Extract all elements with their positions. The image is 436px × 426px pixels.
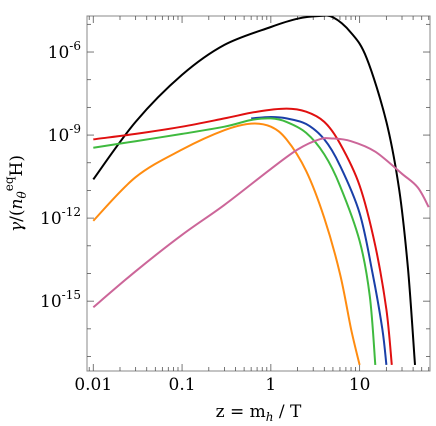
y-tick-exp: -9: [69, 122, 81, 136]
y-tick-base: 10: [48, 43, 70, 63]
y-title-open: /(: [7, 209, 27, 221]
y-axis-title: γ/(nθeqH): [2, 155, 29, 232]
y-tick-label: 10-12: [40, 205, 81, 229]
y-title-sup: eq: [2, 176, 16, 191]
y-tick-base: 10: [40, 292, 62, 312]
y-tick-exp: -15: [62, 288, 81, 302]
plot-frame: [86, 15, 431, 372]
series-line-6: [92, 137, 430, 309]
y-tick-label: 10-15: [40, 288, 81, 312]
series-line-5: [92, 122, 361, 366]
y-tick-base: 10: [40, 209, 62, 229]
y-tick-base: 10: [48, 126, 70, 146]
x-tick-label: 1: [265, 375, 276, 395]
plot-area: [92, 16, 430, 366]
series-line-4: [93, 117, 377, 365]
y-title-sub: θ: [15, 191, 29, 199]
y-tick-label: 10-9: [48, 122, 81, 146]
x-title-rest: / T: [274, 402, 303, 422]
series-line-1: [92, 16, 416, 365]
x-tick-label: 0.01: [74, 375, 112, 395]
x-title-sub: h: [266, 410, 274, 424]
tick-marks: [87, 16, 430, 371]
x-axis-title: z = mh / T: [216, 402, 302, 424]
series-line-3: [251, 116, 388, 366]
y-title-n: n: [7, 199, 27, 210]
y-title-gamma: γ: [7, 221, 27, 232]
series-line-2: [93, 107, 393, 365]
x-title-var: z = m: [216, 402, 266, 422]
y-tick-exp: -12: [62, 205, 81, 219]
y-title-close: H): [7, 155, 27, 176]
x-tick-label: 10: [349, 375, 371, 395]
y-tick-label: 10-6: [48, 39, 81, 63]
x-tick-label: 0.1: [169, 375, 196, 395]
x-tick-labels: 0.01 0.1 1 10: [74, 375, 370, 395]
y-tick-exp: -6: [69, 39, 81, 53]
